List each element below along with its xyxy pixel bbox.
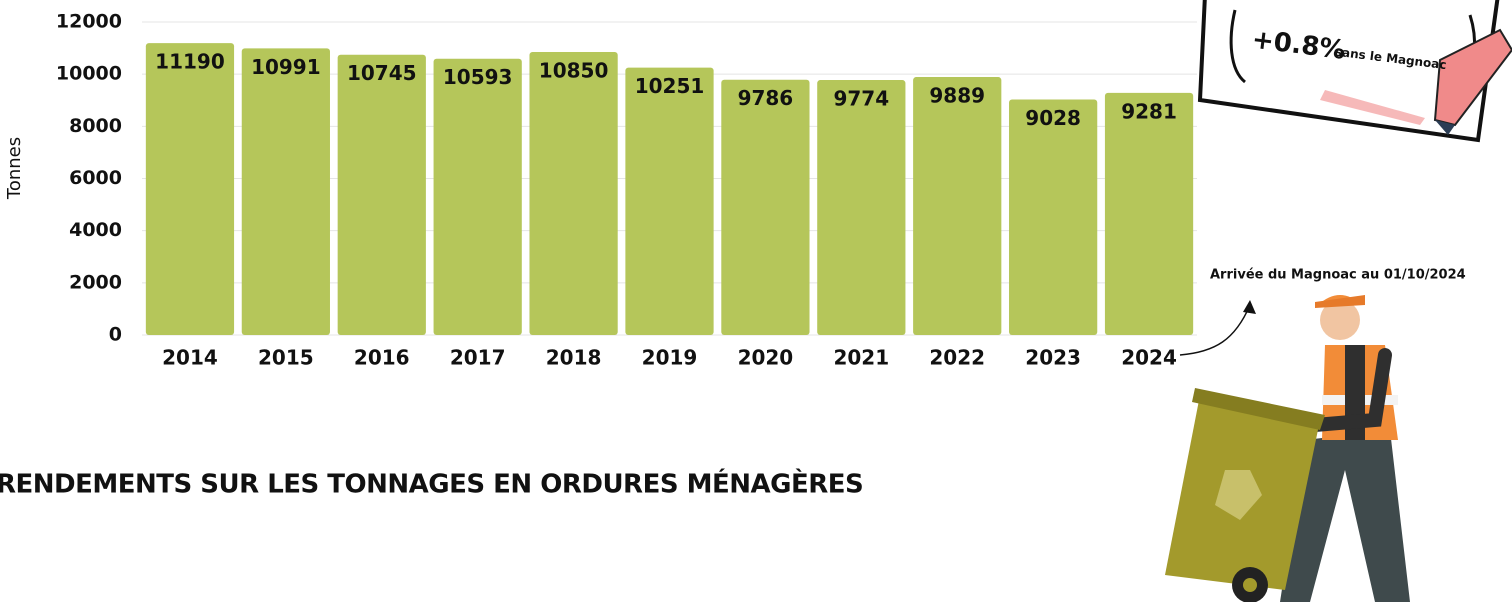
value-label: 10745: [347, 61, 417, 85]
x-tick-label: 2019: [642, 346, 698, 370]
value-label: 9774: [833, 87, 889, 111]
bar: [434, 59, 522, 335]
x-tick-label: 2017: [450, 346, 506, 370]
chart-title: RENDEMENTS SUR LES TONNAGES EN ORDURES M…: [0, 468, 863, 500]
bar: [338, 55, 426, 335]
bar: [817, 80, 905, 335]
value-label: 10991: [251, 55, 321, 79]
x-tick-label: 2020: [738, 346, 794, 370]
x-tick-label: 2018: [546, 346, 602, 370]
value-label: 11190: [155, 50, 225, 74]
x-tick-label: 2015: [258, 346, 314, 370]
value-label: 9281: [1121, 99, 1177, 123]
x-tick-label: 2021: [833, 346, 889, 370]
annotation: Arrivée du Magnoac au 01/10/2024: [1210, 268, 1466, 283]
x-tick-label: 2023: [1025, 346, 1081, 370]
y-tick-label: 6000: [69, 167, 122, 189]
value-label: 9028: [1025, 106, 1081, 130]
y-axis-label: Tonnes: [4, 137, 25, 200]
x-tick-label: 2016: [354, 346, 410, 370]
y-tick-label: 2000: [69, 271, 122, 293]
note-card: [1200, 0, 1512, 140]
worker-illustration: [1165, 295, 1410, 602]
value-label: 10251: [635, 74, 705, 98]
bar: [913, 77, 1001, 335]
y-tick-label: 10000: [56, 63, 122, 85]
arrow-head: [1243, 300, 1256, 314]
value-label: 9786: [738, 86, 794, 110]
bar: [529, 52, 617, 335]
bar: [625, 68, 713, 335]
bar: [1105, 93, 1193, 335]
y-tick-label: 8000: [69, 115, 122, 137]
x-tick-label: 2022: [929, 346, 985, 370]
bar: [1009, 100, 1097, 335]
chart: Tonnes RENDEMENTS SUR LES TONNAGES EN OR…: [0, 0, 1512, 602]
y-tick-label: 12000: [56, 11, 122, 33]
y-tick-label: 0: [109, 324, 122, 346]
x-tick-label: 2024: [1121, 346, 1177, 370]
value-label: 10850: [539, 58, 609, 82]
bar: [721, 80, 809, 335]
value-label: 10593: [443, 65, 513, 89]
bar: [242, 48, 330, 335]
y-tick-label: 4000: [69, 219, 122, 241]
x-tick-label: 2014: [162, 346, 218, 370]
bar: [146, 43, 234, 335]
value-label: 9889: [929, 84, 985, 108]
